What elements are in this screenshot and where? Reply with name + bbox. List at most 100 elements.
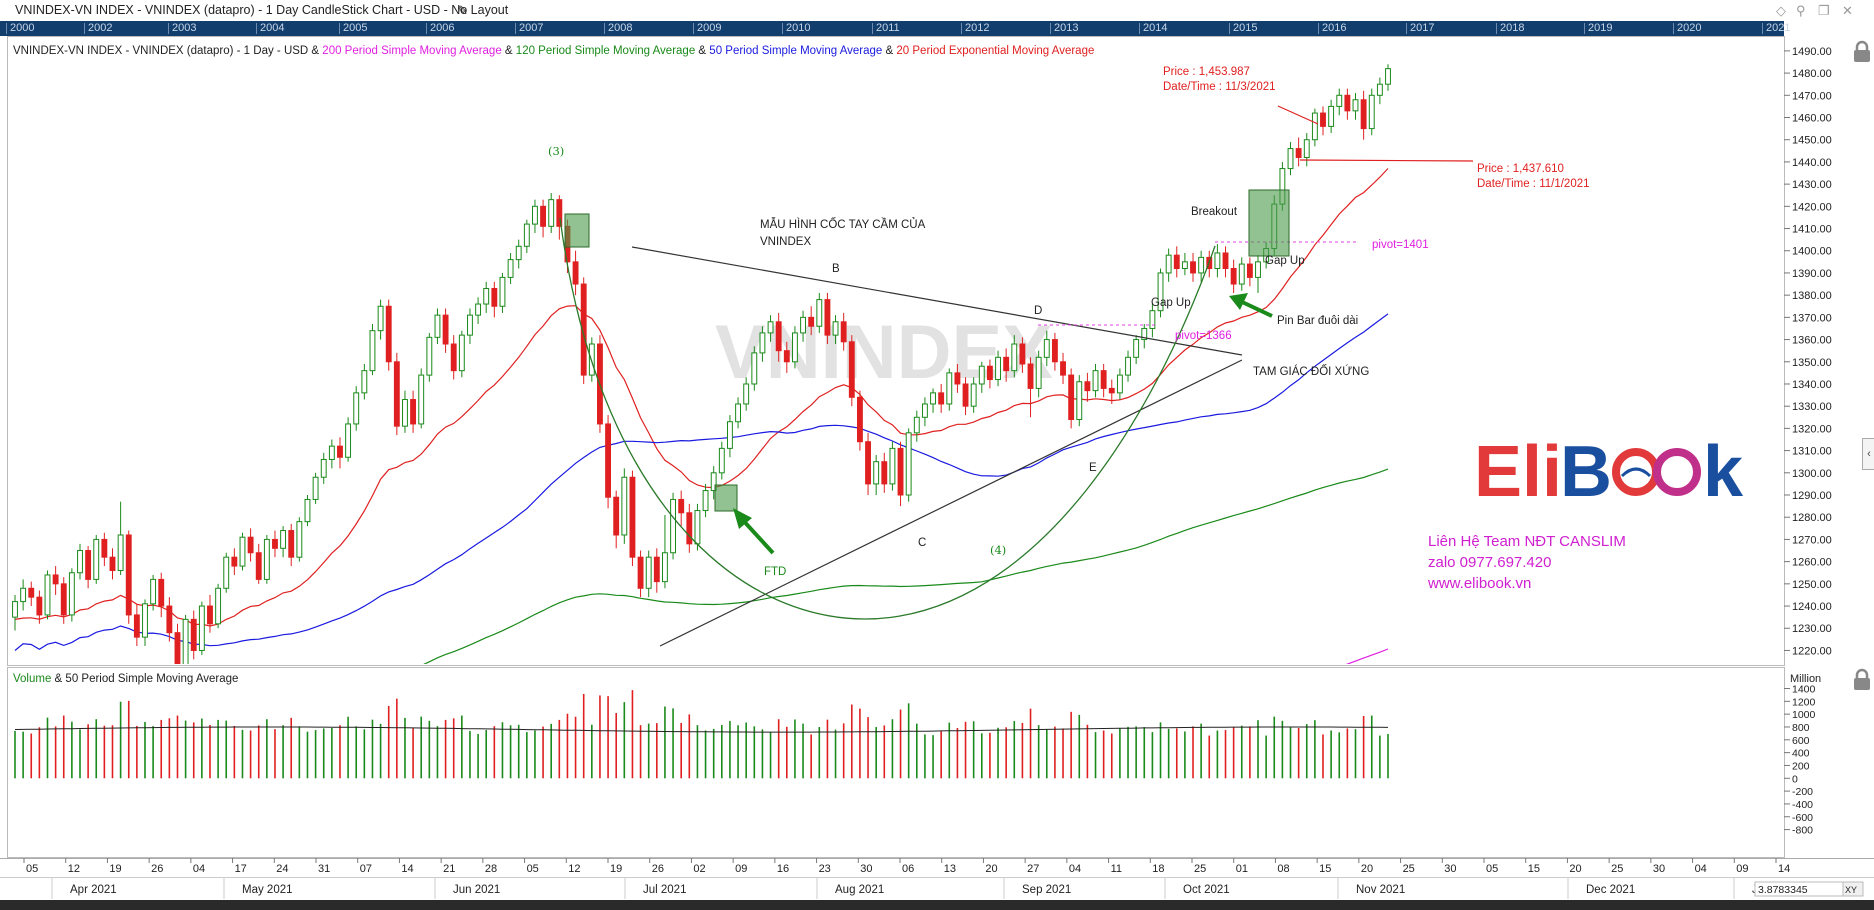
candle-body[interactable]	[190, 618, 197, 651]
candle-body[interactable]	[223, 556, 230, 589]
pin-icon[interactable]: ⚲	[1796, 3, 1806, 18]
price-callout-line[interactable]	[1277, 105, 1319, 125]
candle-body[interactable]	[20, 587, 27, 603]
candle-body[interactable]	[637, 556, 644, 589]
candle-body[interactable]	[1003, 356, 1010, 372]
candle-body[interactable]	[686, 512, 693, 545]
candle-body[interactable]	[767, 321, 774, 334]
candle-body[interactable]	[377, 305, 384, 332]
candle-body[interactable]	[1328, 105, 1335, 127]
candle-body[interactable]	[296, 521, 303, 558]
candle-body[interactable]	[865, 441, 871, 485]
candle-body[interactable]	[702, 490, 709, 512]
candle-body[interactable]	[1287, 148, 1294, 170]
candle-body[interactable]	[1051, 339, 1058, 363]
candle-body[interactable]	[1035, 356, 1042, 389]
candle-body[interactable]	[337, 445, 343, 458]
candle-body[interactable]	[1092, 370, 1099, 392]
candle-body[interactable]	[117, 534, 124, 572]
candle-body[interactable]	[207, 605, 213, 625]
candle-body[interactable]	[182, 618, 189, 666]
candle-body[interactable]	[1084, 381, 1091, 392]
candle-body[interactable]	[1344, 94, 1351, 112]
candle-body[interactable]	[1125, 356, 1131, 376]
candle-body[interactable]	[856, 396, 863, 443]
candle-body[interactable]	[215, 587, 222, 625]
candle-body[interactable]	[1100, 370, 1107, 389]
candle-body[interactable]	[231, 556, 238, 567]
candle-body[interactable]	[1157, 272, 1164, 312]
candle-body[interactable]	[1255, 261, 1261, 278]
candle-body[interactable]	[800, 316, 806, 334]
candle-body[interactable]	[1230, 268, 1237, 285]
candle-body[interactable]	[410, 399, 417, 425]
top-highlight-box[interactable]	[564, 213, 590, 248]
candle-body[interactable]	[239, 536, 246, 567]
candle-body[interactable]	[580, 283, 587, 376]
candle-body[interactable]	[670, 498, 677, 554]
candle-body[interactable]	[1303, 139, 1310, 158]
candle-body[interactable]	[263, 538, 270, 580]
candle-body[interactable]	[710, 472, 717, 492]
candle-body[interactable]	[328, 445, 335, 460]
candle-body[interactable]	[36, 596, 43, 616]
chevron-left-icon[interactable]: ‹	[1862, 438, 1874, 470]
candle-body[interactable]	[1190, 261, 1196, 274]
candle-body[interactable]	[369, 330, 376, 372]
candle-body[interactable]	[166, 605, 173, 634]
candle-body[interactable]	[320, 458, 327, 478]
candle-body[interactable]	[1019, 343, 1026, 365]
candle-body[interactable]	[962, 383, 969, 407]
candle-body[interactable]	[540, 205, 547, 227]
candle-body[interactable]	[1108, 387, 1115, 394]
candle-body[interactable]	[678, 498, 685, 514]
candle-body[interactable]	[458, 334, 465, 372]
candle-body[interactable]	[52, 574, 59, 585]
candle-body[interactable]	[913, 416, 920, 434]
candle-body[interactable]	[418, 374, 425, 425]
candle-body[interactable]	[101, 538, 108, 558]
candle-body[interactable]	[385, 305, 392, 363]
candle-body[interactable]	[402, 399, 408, 427]
candle-body[interactable]	[588, 343, 595, 376]
candle-body[interactable]	[905, 432, 912, 496]
candle-body[interactable]	[198, 605, 205, 651]
candle-body[interactable]	[662, 552, 668, 583]
candle-body[interactable]	[523, 223, 530, 247]
candle-body[interactable]	[44, 574, 51, 616]
candle-body[interactable]	[1068, 374, 1075, 421]
candle-body[interactable]	[1076, 381, 1083, 421]
candle-body[interactable]	[247, 536, 254, 554]
candle-body[interactable]	[621, 476, 628, 536]
candle-body[interactable]	[783, 350, 790, 363]
candle-body[interactable]	[921, 403, 928, 418]
candle-body[interactable]	[1060, 361, 1066, 376]
candle-body[interactable]	[848, 341, 855, 398]
candle-body[interactable]	[938, 392, 945, 405]
candle-body[interactable]	[1173, 254, 1180, 270]
candle-body[interactable]	[1385, 68, 1391, 85]
candle-body[interactable]	[629, 476, 636, 558]
candle-body[interactable]	[735, 403, 741, 423]
candle-body[interactable]	[775, 321, 782, 352]
candle-body[interactable]	[483, 287, 490, 305]
candle-body[interactable]	[434, 314, 441, 338]
candle-body[interactable]	[816, 299, 823, 327]
candle-body[interactable]	[361, 370, 368, 394]
candle-body[interactable]	[930, 392, 936, 405]
candle-body[interactable]	[978, 365, 985, 385]
candle-body[interactable]	[158, 578, 165, 607]
overview-year-bar[interactable]: 2000 2002 2003 2004 2005 2006 2007 2008 2009 2010…	[0, 21, 1790, 36]
candle-body[interactable]	[840, 321, 847, 343]
candle-body[interactable]	[1311, 112, 1318, 141]
candle-body[interactable]	[109, 556, 116, 572]
candle-body[interactable]	[133, 614, 140, 638]
candle-body[interactable]	[743, 383, 750, 405]
candle-body[interactable]	[1238, 263, 1245, 285]
candle-body[interactable]	[426, 336, 433, 376]
candle-body[interactable]	[288, 530, 295, 558]
candle-body[interactable]	[280, 530, 287, 549]
candle-body[interactable]	[142, 603, 148, 638]
candle-body[interactable]	[507, 259, 514, 278]
candle-body[interactable]	[1214, 252, 1221, 270]
